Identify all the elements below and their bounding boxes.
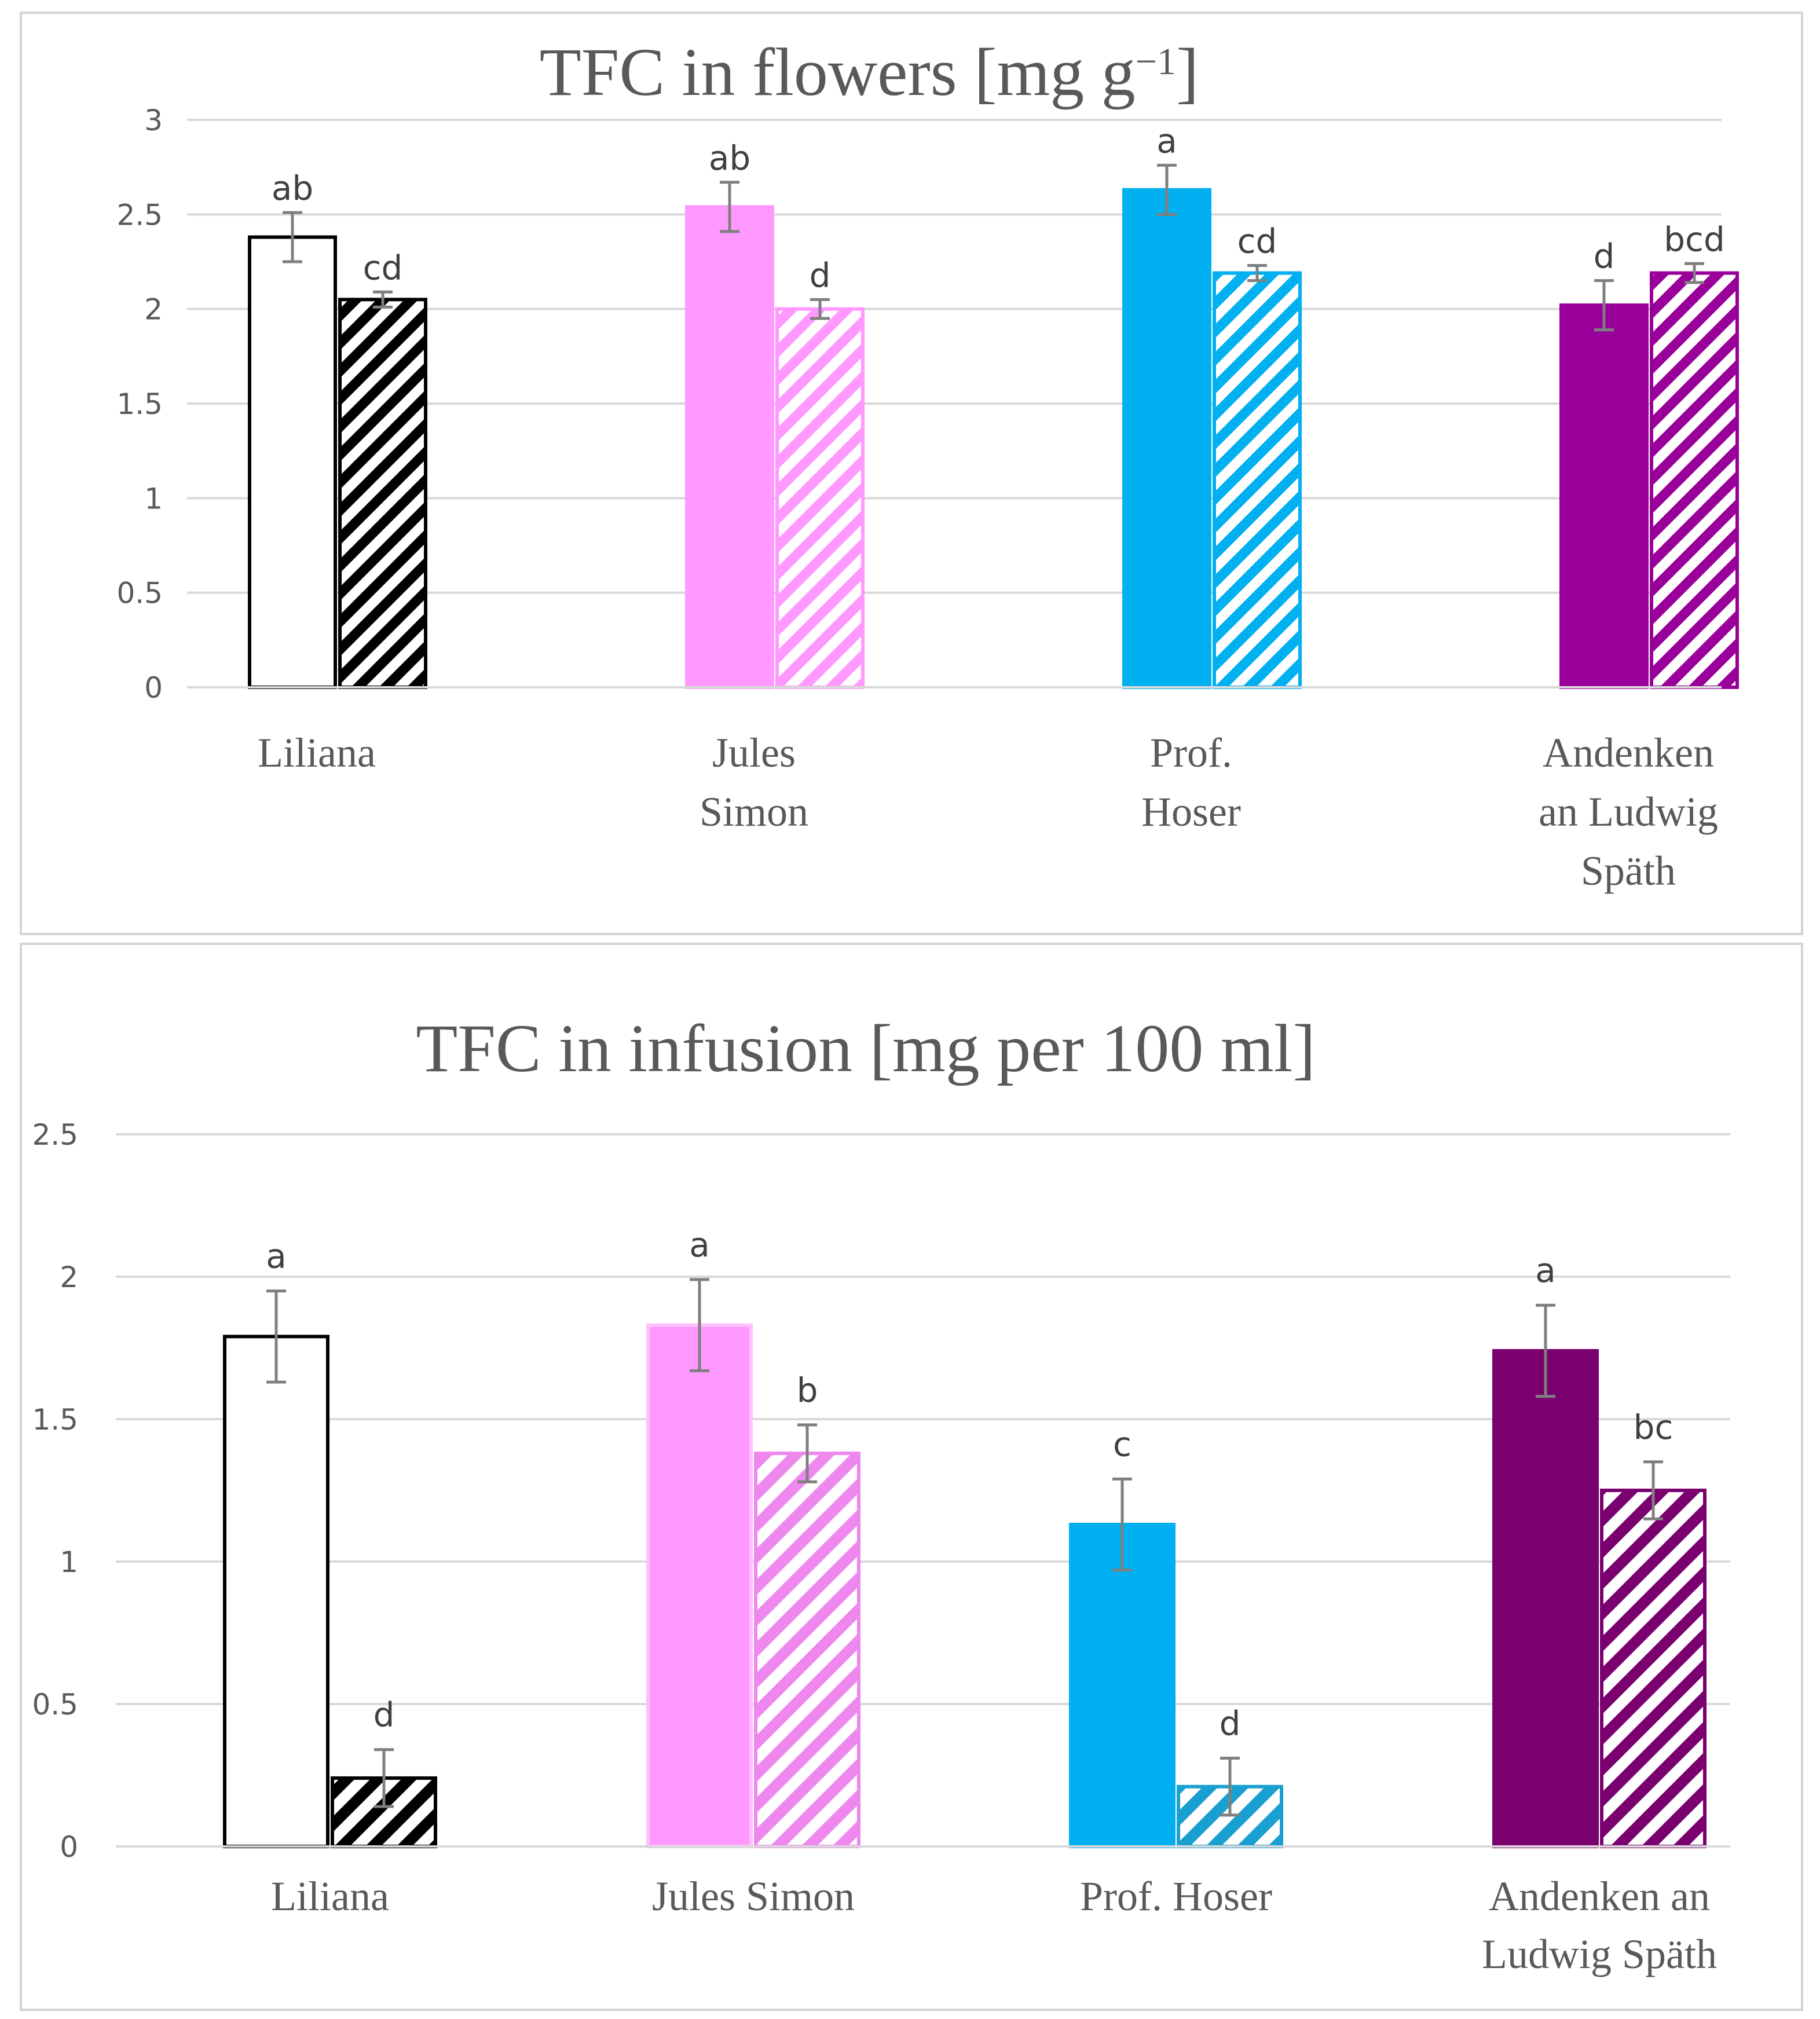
significance-label: c xyxy=(1113,1424,1131,1464)
significance-label: a xyxy=(1535,1251,1556,1290)
chart-panel-infusion: TFC in infusion [mg per 100 ml] 0 0.5 1 1.5 2… xyxy=(20,943,1803,2011)
significance-label: b xyxy=(797,1371,818,1410)
chart-title: TFC in infusion [mg per 100 ml] xyxy=(416,1010,1316,1086)
significance-label: a xyxy=(266,1237,287,1276)
title-main: TFC in flowers [mg g xyxy=(540,34,1136,110)
x-category-label: Ludwig Späth xyxy=(1482,1931,1717,1977)
significance-label: a xyxy=(689,1225,710,1265)
chart-panel-flowers: TFC in flowers [mg g−1] 0 0.5 1 1.5 2 2.5 3 ab cd… xyxy=(20,12,1803,935)
x-category-label: Liliana xyxy=(271,1873,389,1919)
x-category-label: Hoser xyxy=(1141,789,1241,835)
significance-label: d xyxy=(373,1695,395,1735)
significance-label: d xyxy=(810,255,831,295)
bar-solid xyxy=(1069,1523,1176,1848)
y-tick-label: 1.5 xyxy=(116,387,163,421)
bar-hatched xyxy=(775,307,865,689)
bar-solid xyxy=(248,235,337,689)
x-category-label: Liliana xyxy=(258,730,376,776)
x-category-label: Prof. Hoser xyxy=(1080,1873,1272,1919)
x-category-label: Prof. xyxy=(1150,730,1232,776)
bar-hatched xyxy=(1213,271,1302,690)
y-tick-label: 2.5 xyxy=(116,198,163,232)
y-tick-label: 2 xyxy=(60,1260,78,1294)
bar-hatched xyxy=(754,1452,860,1848)
y-tick-label: 1.5 xyxy=(32,1403,78,1437)
y-tick-label: 1 xyxy=(144,482,163,515)
x-category-label: Andenken an xyxy=(1489,1873,1710,1919)
bar-hatched xyxy=(1650,271,1739,690)
significance-label: d xyxy=(1220,1703,1241,1743)
significance-label: cd xyxy=(1237,222,1277,261)
significance-label: ab xyxy=(709,138,750,178)
x-category-label: Andenken xyxy=(1543,730,1714,776)
chart-title: TFC in flowers [mg g−1] xyxy=(540,34,1199,110)
significance-label: bc xyxy=(1634,1408,1673,1447)
x-category-label: Späth xyxy=(1581,848,1676,894)
bar-solid xyxy=(1122,188,1211,690)
title-suffix: ] xyxy=(1176,34,1199,110)
y-tick-label: 2 xyxy=(144,293,163,327)
bar-hatched xyxy=(338,298,427,690)
y-tick-label: 2.5 xyxy=(32,1118,78,1152)
title-superscript: −1 xyxy=(1136,41,1176,83)
bar-solid xyxy=(646,1323,753,1848)
y-tick-label: 0.5 xyxy=(116,577,163,610)
x-category-label: Jules Simon xyxy=(652,1873,855,1919)
chart-infusion-svg: TFC in infusion [mg per 100 ml] 0 0.5 1 1.5 2… xyxy=(32,1010,1730,1977)
y-tick-label: 0.5 xyxy=(32,1688,78,1721)
x-category-label: Simon xyxy=(700,789,808,835)
significance-label: bcd xyxy=(1664,219,1725,259)
bar-solid xyxy=(685,205,774,689)
y-tick-label: 0 xyxy=(60,1830,78,1864)
x-category-label: an Ludwig xyxy=(1539,789,1718,835)
x-category-label: Jules xyxy=(712,730,796,776)
bar-hatched xyxy=(1600,1489,1707,1848)
bar-solid xyxy=(1559,303,1649,689)
significance-label: ab xyxy=(272,168,313,208)
significance-label: cd xyxy=(363,248,403,287)
significance-label: a xyxy=(1156,121,1177,160)
chart-flowers-svg: TFC in flowers [mg g−1]00.511.522.53abcd… xyxy=(116,34,1739,894)
bar-solid xyxy=(1492,1349,1599,1848)
significance-label: d xyxy=(1594,237,1615,276)
y-tick-label: 3 xyxy=(144,104,163,137)
y-tick-label: 0 xyxy=(144,671,163,705)
bar-solid xyxy=(223,1335,329,1848)
y-tick-label: 1 xyxy=(60,1545,78,1579)
